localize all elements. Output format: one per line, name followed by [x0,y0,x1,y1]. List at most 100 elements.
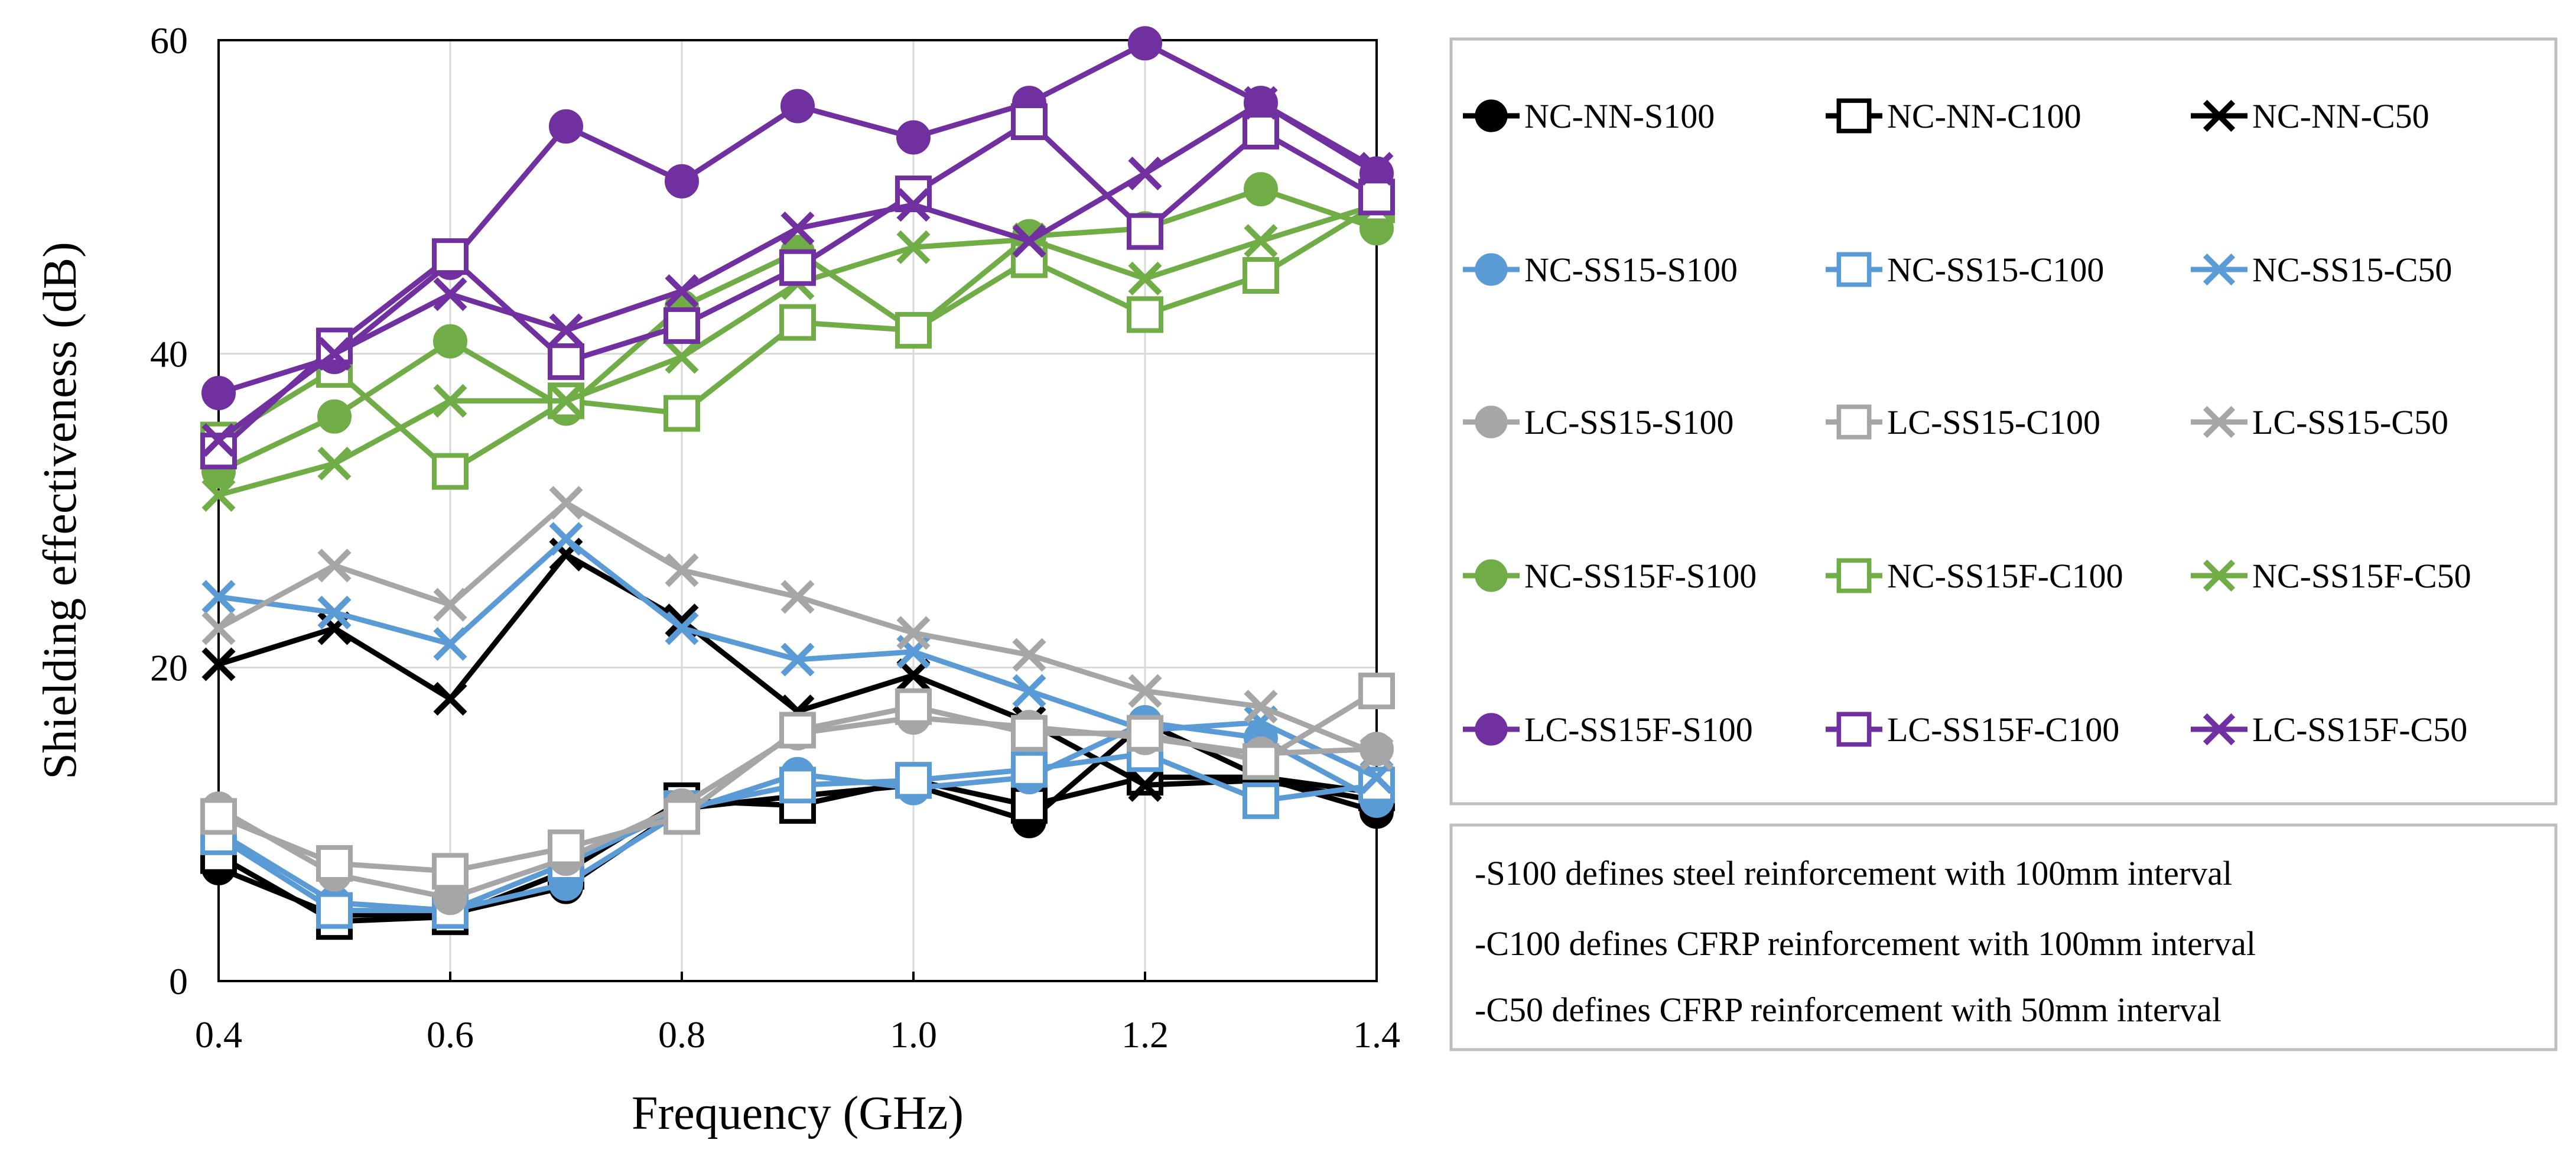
data-point [317,399,352,434]
data-point [1128,768,1162,802]
legend-entry: NC-SS15-S100 [1463,251,1738,289]
legend-swatch-marker [2203,405,2236,439]
data-point [549,384,583,418]
data-point [1358,673,1395,710]
data-point [1128,674,1162,708]
data-point [1011,103,1048,140]
legend-box [1449,37,2558,806]
series-lc-ss15-c100 [200,673,1395,890]
x-tick-label: 1.4 [1353,1014,1400,1056]
data-point [548,343,584,380]
y-tick-label: 0 [169,960,188,1002]
legend-entry: NC-NN-S100 [1463,97,1715,135]
data-point [1012,638,1046,672]
note-line-1: -S100 defines steel reinforcement with 1… [1475,854,2232,892]
y-tick-label: 60 [150,20,188,61]
data-point [201,611,236,645]
data-point [432,238,469,275]
plot-area-frame [217,39,1378,982]
data-point [1127,715,1163,752]
data-point [895,688,932,725]
data-point [549,486,583,520]
data-point [1012,674,1046,708]
legend-entry: LC-SS15F-C50 [2191,710,2467,749]
data-point [1243,782,1279,819]
x-tick-label: 1.2 [1121,1014,1169,1056]
data-point [433,587,467,622]
legend-label: NC-SS15F-C50 [2252,557,2471,595]
data-point [1243,112,1279,150]
series-lc-ss15f-c50 [201,86,1394,457]
legend-label: LC-SS15F-C50 [2252,710,2467,749]
data-point [1011,787,1048,824]
data-point [779,249,816,286]
data-point [1011,715,1048,752]
legend-swatch-marker [1475,99,1508,132]
legend-entry: NC-SS15F-S100 [1463,557,1757,595]
data-point [1128,261,1162,296]
data-point [201,376,236,410]
data-point [1359,736,1394,771]
data-point [896,188,931,222]
legend-entry: NC-NN-C100 [1826,97,2081,135]
data-point [201,580,236,614]
legend-swatch-marker [2203,99,2236,132]
legend-entry: LC-SS15-C100 [1826,403,2100,441]
data-point [895,762,932,799]
data-point [663,307,700,344]
data-point [201,647,236,681]
legend-swatch-marker [2203,253,2236,286]
legend-label: NC-SS15-C100 [1887,251,2104,289]
data-point [1359,152,1394,186]
legend-entry: LC-SS15F-C100 [1826,710,2119,749]
data-point [663,395,700,432]
legend-label: NC-SS15-C50 [2252,251,2452,289]
legend-label: LC-SS15F-C100 [1887,710,2119,749]
data-point [663,798,700,835]
data-point [433,626,467,661]
data-point [1128,26,1162,61]
legend-entry: LC-SS15F-S100 [1463,710,1753,749]
x-tick-label: 0.8 [658,1014,705,1056]
legend-label: NC-NN-S100 [1524,97,1715,135]
legend-entry: LC-SS15-S100 [1463,403,1734,441]
data-point [1243,257,1279,294]
data-point [1244,224,1278,258]
legend-swatch-marker [1836,404,1872,440]
data-point [1244,86,1278,120]
legend-label: NC-NN-C50 [2252,97,2429,135]
notes-box [1449,823,2558,1051]
data-point [201,423,236,457]
data-point [665,553,699,587]
data-point [896,230,931,264]
data-point [780,642,815,677]
legend-label: LC-SS15-C100 [1887,403,2100,441]
legend-swatch-marker [1475,253,1508,286]
data-point [1127,213,1163,250]
legend-swatch-marker [1836,98,1872,134]
series-group [200,26,1395,940]
data-point [896,120,931,155]
data-point [1128,156,1162,191]
data-point [1011,751,1048,788]
data-point [1358,178,1395,216]
data-point [896,616,931,650]
data-point [433,384,467,418]
data-point [779,712,816,749]
x-tick-label: 0.4 [195,1014,242,1056]
data-point [1127,296,1163,333]
legend-swatch-marker [1475,405,1508,439]
data-point [549,109,583,144]
legend-entry: NC-SS15-C50 [2191,251,2452,289]
data-point [317,337,352,371]
legend-swatch-marker [2203,713,2236,746]
legend-swatch-marker [1475,559,1508,592]
legend-swatch-marker [1475,713,1508,746]
legend-swatch-marker [1836,712,1872,747]
data-point [317,446,352,480]
y-axis-title: Shielding effectiveness (dB) [34,242,86,779]
legend-entry: NC-SS15-C100 [1826,251,2104,289]
legend-swatch-marker [1836,252,1872,287]
legend-label: NC-SS15-S100 [1524,251,1738,289]
